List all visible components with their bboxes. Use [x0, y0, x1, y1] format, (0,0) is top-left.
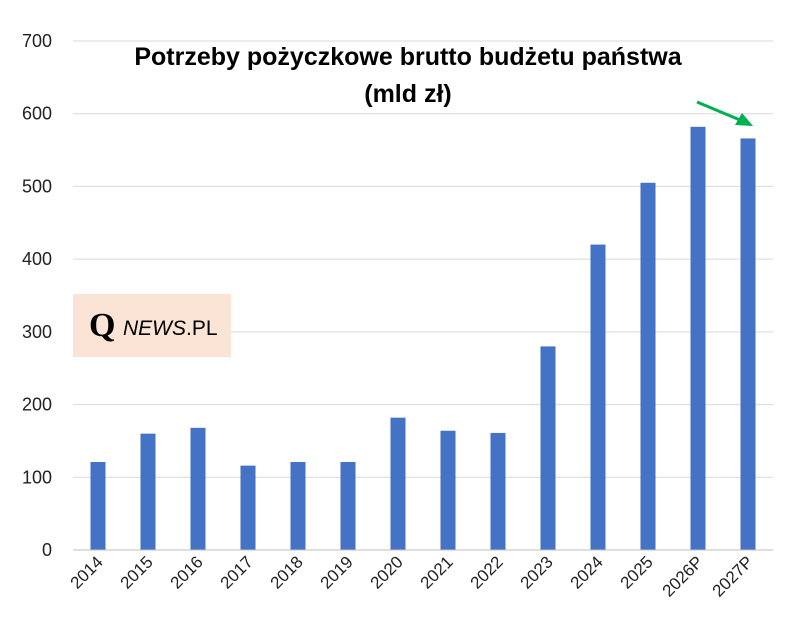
x-tick-label: 2015: [117, 552, 157, 592]
y-tick-label: 200: [22, 395, 52, 415]
bar-2022: [490, 432, 506, 550]
qnews-watermark: Q NEWS.PL: [73, 294, 231, 357]
bar-2023: [540, 346, 556, 550]
y-tick-label: 700: [22, 31, 52, 51]
x-tick-label: 2018: [267, 552, 307, 592]
x-tick-label: 2025: [617, 552, 657, 592]
arrow-shaft: [696, 100, 741, 122]
bar-2025: [640, 182, 656, 551]
bar-2018: [290, 462, 306, 550]
x-tick-label: 2019: [317, 552, 357, 592]
bar-2017: [240, 465, 256, 550]
bar-2019: [340, 462, 356, 550]
watermark-news: NEWS: [123, 317, 186, 340]
y-tick-label: 600: [22, 104, 52, 124]
y-tick-label: 100: [22, 467, 52, 487]
y-axis-ticks: 0 100 200 300 400 500 600 700: [22, 31, 52, 560]
chart-title-line-2: (mld zł): [364, 80, 452, 108]
trend-arrow-icon: [696, 100, 753, 126]
x-tick-label: 2027P: [709, 552, 757, 600]
bar-2021: [440, 430, 456, 550]
watermark-text: NEWS.PL: [123, 317, 218, 341]
x-axis-labels: 2014 2015 2016 2017 2018 2019 2020 2021 2022 2023…: [67, 552, 757, 600]
x-tick-label: 2021: [417, 552, 457, 592]
x-tick-label: 2020: [367, 552, 407, 592]
chart-title-line-1: Potrzeby pożyczkowe brutto budżetu państ…: [134, 43, 682, 71]
x-tick-label: 2014: [67, 552, 107, 592]
bar-2016: [190, 427, 206, 550]
watermark-suffix: .PL: [186, 317, 218, 340]
bars: [90, 126, 756, 551]
bar-2014: [90, 462, 106, 550]
x-tick-label: 2017: [217, 552, 257, 592]
arrow-head: [735, 113, 753, 126]
x-tick-label: 2022: [467, 552, 507, 592]
bar-2020: [390, 417, 406, 550]
bar-2027P: [740, 138, 756, 551]
watermark-q: Q: [89, 307, 116, 344]
bar-2024: [590, 244, 606, 550]
bar-2015: [140, 433, 156, 550]
x-tick-label: 2026P: [659, 552, 707, 600]
y-tick-label: 400: [22, 249, 52, 269]
y-tick-label: 0: [42, 540, 52, 560]
x-tick-label: 2016: [167, 552, 207, 592]
bar-2026P: [690, 126, 706, 550]
y-tick-label: 500: [22, 176, 52, 196]
x-tick-label: 2024: [567, 552, 607, 592]
y-tick-label: 300: [22, 322, 52, 342]
x-tick-label: 2023: [517, 552, 557, 592]
